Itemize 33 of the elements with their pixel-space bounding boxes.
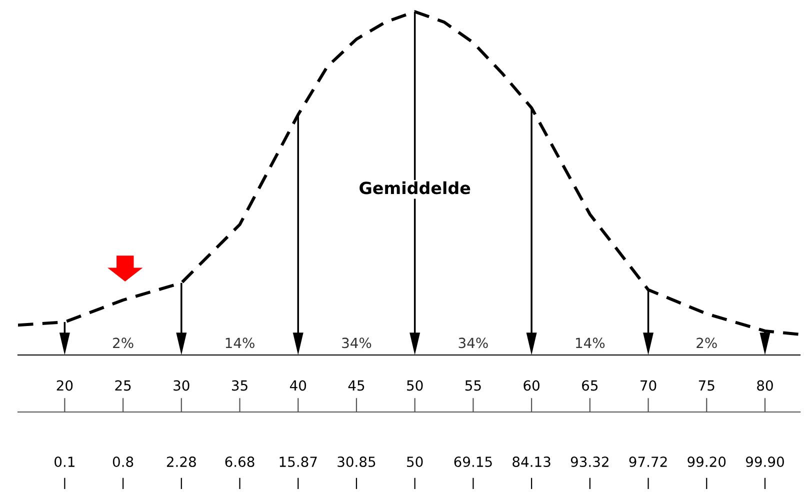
text: 50	[407, 456, 423, 468]
annotation: 2%	[696, 338, 717, 348]
x-tick-label: 35	[232, 380, 248, 391]
text: 93.32	[570, 456, 608, 468]
x-tick-label: 20	[56, 380, 73, 391]
annotation: 2%	[113, 338, 134, 348]
text: 69.15	[454, 456, 492, 468]
text: 6.68	[225, 456, 254, 468]
annotation: 34%	[458, 338, 488, 348]
text: 0.8	[112, 456, 134, 468]
x-tick-label: 80	[757, 380, 773, 391]
x-tick-label: 30	[174, 380, 190, 391]
text: 99.90	[746, 456, 784, 468]
annotation: 34%	[342, 338, 372, 348]
x-tick-label: 50	[407, 380, 423, 391]
text: 30.85	[338, 456, 376, 468]
x-tick-label: 75	[698, 380, 714, 391]
annotation: 14%	[226, 338, 254, 348]
text: 2.28	[166, 456, 196, 468]
x-tick-label: 65	[582, 380, 598, 391]
text: 0.1	[54, 456, 74, 468]
x-tick-label: 55	[465, 380, 481, 391]
annotation: 14%	[576, 338, 605, 348]
text: 15.87	[280, 456, 317, 468]
text: 84.13	[512, 456, 550, 468]
text: 97.72	[629, 456, 667, 468]
x-tick-label: 60	[524, 380, 540, 391]
annotation: Gemiddelde	[360, 181, 470, 194]
x-tick-label: 40	[290, 380, 306, 391]
x-tick-label: 45	[348, 380, 364, 391]
x-tick-label: 70	[640, 380, 656, 391]
x-tick-label: 25	[115, 380, 131, 391]
text: 99.20	[688, 456, 726, 468]
